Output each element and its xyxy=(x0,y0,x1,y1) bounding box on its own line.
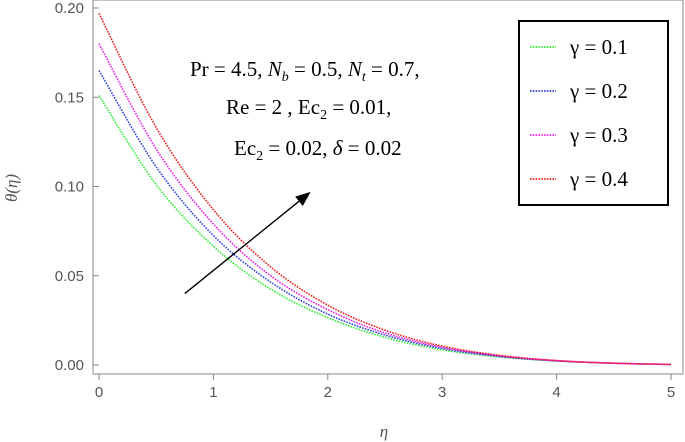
x-tick-label: 1 xyxy=(209,384,217,401)
y-axis-title: θ(η) xyxy=(2,174,21,202)
annotation-line-2: Re = 2 , Ec2 = 0.01, xyxy=(226,95,391,123)
y-tick-label: 0.05 xyxy=(55,268,84,285)
legend-label-1: γ = 0.1 xyxy=(569,35,628,59)
x-tick-label: 3 xyxy=(438,384,446,401)
y-tick-label: 0.10 xyxy=(55,179,84,196)
annotation-line-1: Pr = 4.5, Nb = 0.5, Nt = 0.7, xyxy=(190,57,420,85)
x-tick-label: 5 xyxy=(667,384,675,401)
legend: γ = 0.1 γ = 0.2 γ = 0.3 γ = 0.4 xyxy=(518,20,669,206)
y-tick-label: 0.20 xyxy=(55,0,84,17)
y-tick-label: 0.00 xyxy=(55,357,84,374)
x-axis-title: η xyxy=(380,422,388,441)
x-tick-label: 2 xyxy=(324,384,332,401)
y-axis-ticks: 0.00 0.05 0.10 0.15 0.20 xyxy=(55,0,99,374)
arrow-head xyxy=(295,191,311,206)
legend-box xyxy=(518,20,669,206)
x-axis-ticks: 0 1 2 3 4 5 xyxy=(95,374,675,401)
legend-label-2: γ = 0.2 xyxy=(569,79,628,103)
series-line-1 xyxy=(98,95,672,366)
x-tick-label: 4 xyxy=(552,384,560,401)
x-tick-label: 0 xyxy=(95,384,103,401)
legend-label-4: γ = 0.4 xyxy=(569,167,628,191)
arrow-shaft xyxy=(184,200,300,295)
legend-label-3: γ = 0.3 xyxy=(569,123,628,147)
series-lines xyxy=(98,13,672,366)
annotation-line-3: Ec2 = 0.02, δ = 0.02 xyxy=(234,136,402,164)
y-tick-label: 0.15 xyxy=(55,89,84,106)
series-line-4 xyxy=(98,13,672,366)
